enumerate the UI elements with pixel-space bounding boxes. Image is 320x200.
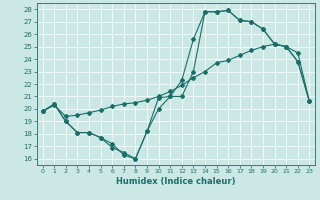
X-axis label: Humidex (Indice chaleur): Humidex (Indice chaleur) bbox=[116, 177, 236, 186]
